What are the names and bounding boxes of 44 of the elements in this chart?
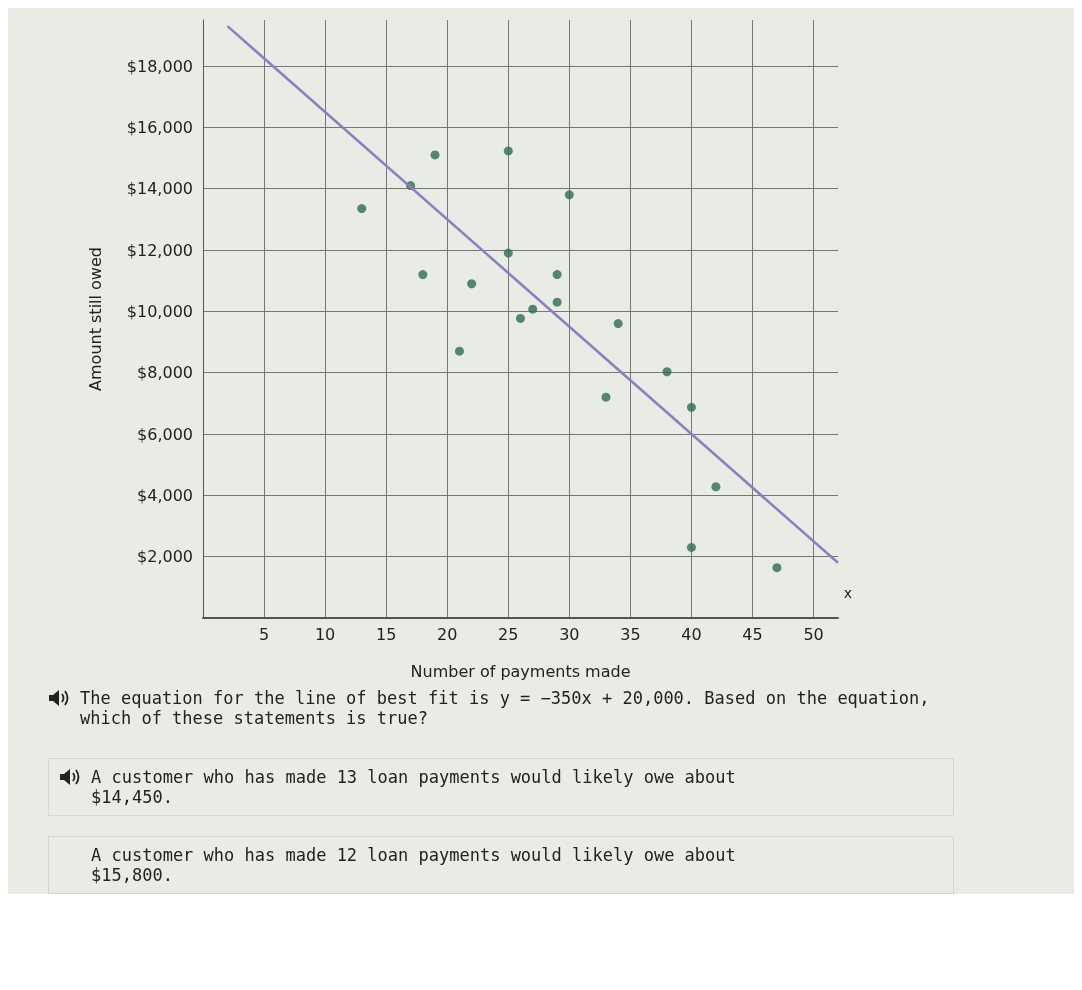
point [430,150,440,160]
y-tick-label: $10,000 [126,301,193,321]
point [552,297,562,307]
point [662,367,672,377]
x-tick-label: 5 [258,624,270,644]
y-tick-label: $2,000 [137,547,193,567]
y-tick-label: $16,000 [126,117,193,137]
point [357,204,367,214]
y-tick-label: $8,000 [137,363,193,383]
point [686,402,696,412]
point [503,146,513,156]
text: The equation for the line of best fit is y = −350x + 20,000. Based on the equation, which of these statements is true? [80,688,931,728]
point [552,270,562,280]
point [601,392,611,402]
point [686,542,696,552]
point [564,190,574,200]
y-tick-label: $4,000 [137,485,193,505]
x-tick-label: 25 [498,624,519,644]
point [772,563,782,573]
point [454,346,464,356]
x-tick-label: 50 [803,624,824,644]
point [516,313,525,323]
y-tick-label: $6,000 [137,424,193,444]
x-tick-label: 35 [620,624,641,644]
y-axis-title: Amount still owed [85,247,105,391]
x-tick-label: 10 [314,624,336,644]
x-tick-label: 30 [559,624,580,644]
point [503,248,513,258]
text: x [843,585,853,601]
point [418,270,428,280]
point [467,279,477,289]
point [528,304,538,314]
text: A customer who has made 12 loan payments would likely owe about $15,800. [91,845,737,885]
text: A customer who has made 13 loan payments would likely owe about $14,450. [91,767,737,807]
x-tick-label: 45 [742,624,763,644]
y-tick-label: $12,000 [126,240,193,260]
y-tick-label: $18,000 [126,56,193,76]
point [613,319,623,329]
x-axis-title: Number of payments made [410,661,631,681]
x-tick-label: 20 [437,624,458,644]
y-tick-label: $14,000 [126,179,193,199]
x-tick-label: 15 [375,624,397,644]
x-tick-label: 40 [681,624,702,644]
point [711,482,721,492]
